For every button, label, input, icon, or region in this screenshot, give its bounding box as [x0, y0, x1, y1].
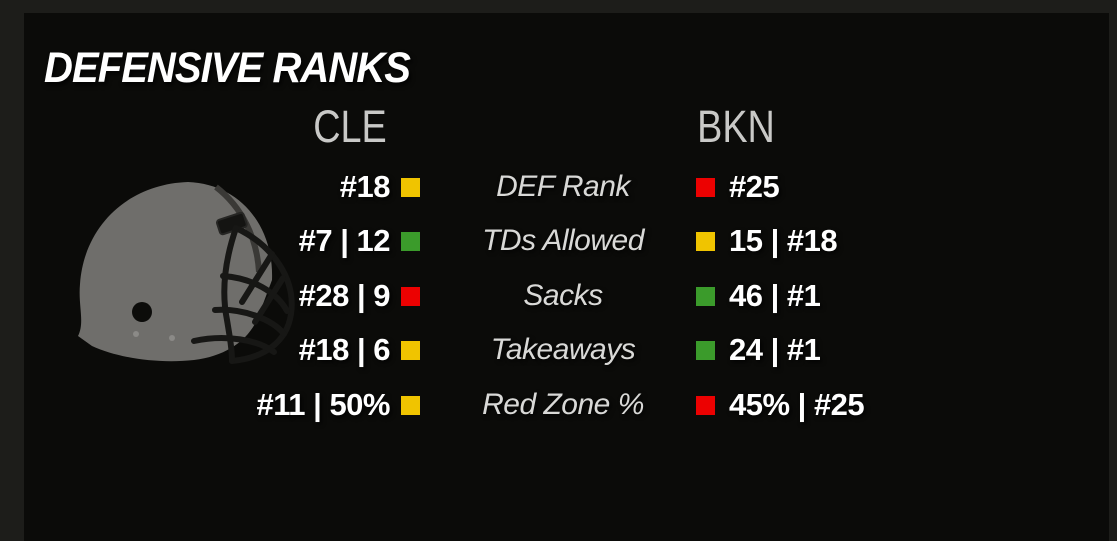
stat-row-takeaways: #18 | 6 Takeaways 24 | #1 [0, 330, 1117, 370]
team-header-cle: CLE [313, 101, 387, 152]
cle-status-indicator [401, 232, 420, 251]
cle-stat-value: #18 [339, 169, 391, 204]
stat-label: Sacks [523, 279, 603, 312]
bkn-stat-value: 45% | #25 [729, 387, 865, 422]
team-header-bkn: BKN [697, 101, 775, 152]
helmet-ear-hole [132, 302, 152, 322]
stat-label: DEF Rank [496, 170, 630, 203]
bkn-status-indicator [696, 232, 715, 251]
stat-label: Red Zone % [482, 388, 644, 421]
bkn-stat-value: 46 | #1 [729, 278, 821, 313]
stat-row-tds-allowed: #7 | 12 TDs Allowed 15 | #18 [0, 221, 1117, 261]
cle-stat-value: #11 | 50% [256, 387, 391, 422]
stat-label: Takeaways [490, 333, 636, 366]
bkn-status-indicator [696, 287, 715, 306]
bkn-status-indicator [696, 341, 715, 360]
page-title: DEFENSIVE RANKS [44, 44, 411, 92]
stat-label: TDs Allowed [482, 224, 644, 257]
bkn-status-indicator [696, 178, 715, 197]
cle-status-indicator [401, 396, 420, 415]
cle-stat-value: #18 | 6 [298, 332, 391, 367]
helmet-facemask [191, 225, 295, 364]
bkn-stat-value: #25 [729, 169, 780, 204]
stat-row-sacks: #28 | 9 Sacks 46 | #1 [0, 276, 1117, 316]
stat-row-def-rank: #18 DEF Rank #25 [0, 167, 1117, 207]
helmet-rivet [169, 335, 175, 341]
cle-stat-value: #28 | 9 [298, 278, 391, 313]
cle-status-indicator [401, 341, 420, 360]
helmet-rivet [133, 331, 139, 337]
bkn-status-indicator [696, 396, 715, 415]
bkn-stat-value: 15 | #18 [729, 223, 838, 258]
cle-status-indicator [401, 178, 420, 197]
cle-stat-value: #7 | 12 [298, 223, 391, 258]
football-helmet-icon [78, 182, 295, 364]
bkn-stat-value: 24 | #1 [729, 332, 821, 367]
cle-status-indicator [401, 287, 420, 306]
stat-row-red-zone: #11 | 50% Red Zone % 45% | #25 [0, 385, 1117, 425]
